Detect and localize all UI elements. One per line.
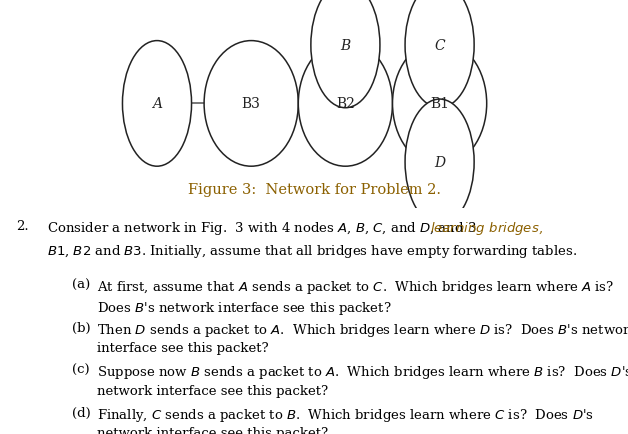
- Text: (c): (c): [72, 363, 90, 376]
- Text: B3: B3: [242, 97, 261, 111]
- Text: network interface see this packet?: network interface see this packet?: [97, 384, 328, 397]
- Text: network interface see this packet?: network interface see this packet?: [97, 426, 328, 434]
- Ellipse shape: [405, 0, 474, 108]
- Text: Finally, $C$ sends a packet to $B$.  Which bridges learn where $C$ is?  Does $D$: Finally, $C$ sends a packet to $B$. Whic…: [97, 406, 594, 423]
- Text: At first, assume that $A$ sends a packet to $C$.  Which bridges learn where $A$ : At first, assume that $A$ sends a packet…: [97, 279, 615, 296]
- Text: (a): (a): [72, 279, 90, 292]
- Text: Consider a network in Fig.  3 with 4 nodes $A$, $B$, $C$, and $D$, and 3: Consider a network in Fig. 3 with 4 node…: [47, 220, 478, 237]
- Text: interface see this packet?: interface see this packet?: [97, 341, 269, 354]
- Text: Then $D$ sends a packet to $A$.  Which bridges learn where $D$ is?  Does $B$'s n: Then $D$ sends a packet to $A$. Which br…: [97, 321, 628, 338]
- Text: C: C: [435, 39, 445, 53]
- Ellipse shape: [405, 100, 474, 225]
- Text: (d): (d): [72, 406, 91, 419]
- Text: $B1$, $B2$ and $B3$. Initially, assume that all bridges have empty forwarding ta: $B1$, $B2$ and $B3$. Initially, assume t…: [47, 243, 577, 260]
- Text: Does $B$'s network interface see this packet?: Does $B$'s network interface see this pa…: [97, 299, 392, 316]
- Text: A: A: [152, 97, 162, 111]
- Text: Suppose now $B$ sends a packet to $A$.  Which bridges learn where $B$ is?  Does : Suppose now $B$ sends a packet to $A$. W…: [97, 363, 628, 380]
- Text: B: B: [340, 39, 350, 53]
- Text: B1: B1: [430, 97, 449, 111]
- Ellipse shape: [311, 0, 380, 108]
- Text: 2.: 2.: [16, 220, 28, 233]
- Text: D: D: [434, 155, 445, 169]
- Text: $\it{learning\ bridges}$,: $\it{learning\ bridges}$,: [430, 220, 543, 237]
- Text: B2: B2: [336, 97, 355, 111]
- Ellipse shape: [298, 42, 392, 167]
- Ellipse shape: [122, 42, 192, 167]
- Text: (b): (b): [72, 321, 91, 334]
- Ellipse shape: [392, 42, 487, 167]
- Text: Figure 3:  Network for Problem 2.: Figure 3: Network for Problem 2.: [188, 183, 440, 197]
- Ellipse shape: [204, 42, 298, 167]
